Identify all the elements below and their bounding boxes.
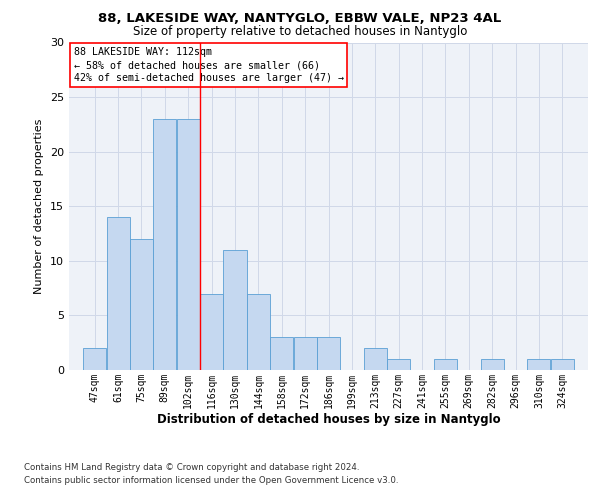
Bar [364, 348, 387, 370]
Bar [317, 337, 340, 370]
Bar [270, 337, 293, 370]
Text: Size of property relative to detached houses in Nantyglo: Size of property relative to detached ho… [133, 25, 467, 38]
Bar [247, 294, 270, 370]
Bar [223, 250, 247, 370]
Bar [130, 239, 153, 370]
Text: Distribution of detached houses by size in Nantyglo: Distribution of detached houses by size … [157, 412, 500, 426]
Bar [527, 359, 550, 370]
Bar [107, 217, 130, 370]
Text: 88 LAKESIDE WAY: 112sqm
← 58% of detached houses are smaller (66)
42% of semi-de: 88 LAKESIDE WAY: 112sqm ← 58% of detache… [74, 47, 344, 84]
Bar [434, 359, 457, 370]
Bar [83, 348, 106, 370]
Text: Contains public sector information licensed under the Open Government Licence v3: Contains public sector information licen… [24, 476, 398, 485]
Bar [200, 294, 223, 370]
Bar [176, 119, 200, 370]
Y-axis label: Number of detached properties: Number of detached properties [34, 118, 44, 294]
Bar [481, 359, 504, 370]
Bar [387, 359, 410, 370]
Bar [551, 359, 574, 370]
Text: 88, LAKESIDE WAY, NANTYGLO, EBBW VALE, NP23 4AL: 88, LAKESIDE WAY, NANTYGLO, EBBW VALE, N… [98, 12, 502, 26]
Bar [293, 337, 317, 370]
Text: Contains HM Land Registry data © Crown copyright and database right 2024.: Contains HM Land Registry data © Crown c… [24, 462, 359, 471]
Bar [153, 119, 176, 370]
